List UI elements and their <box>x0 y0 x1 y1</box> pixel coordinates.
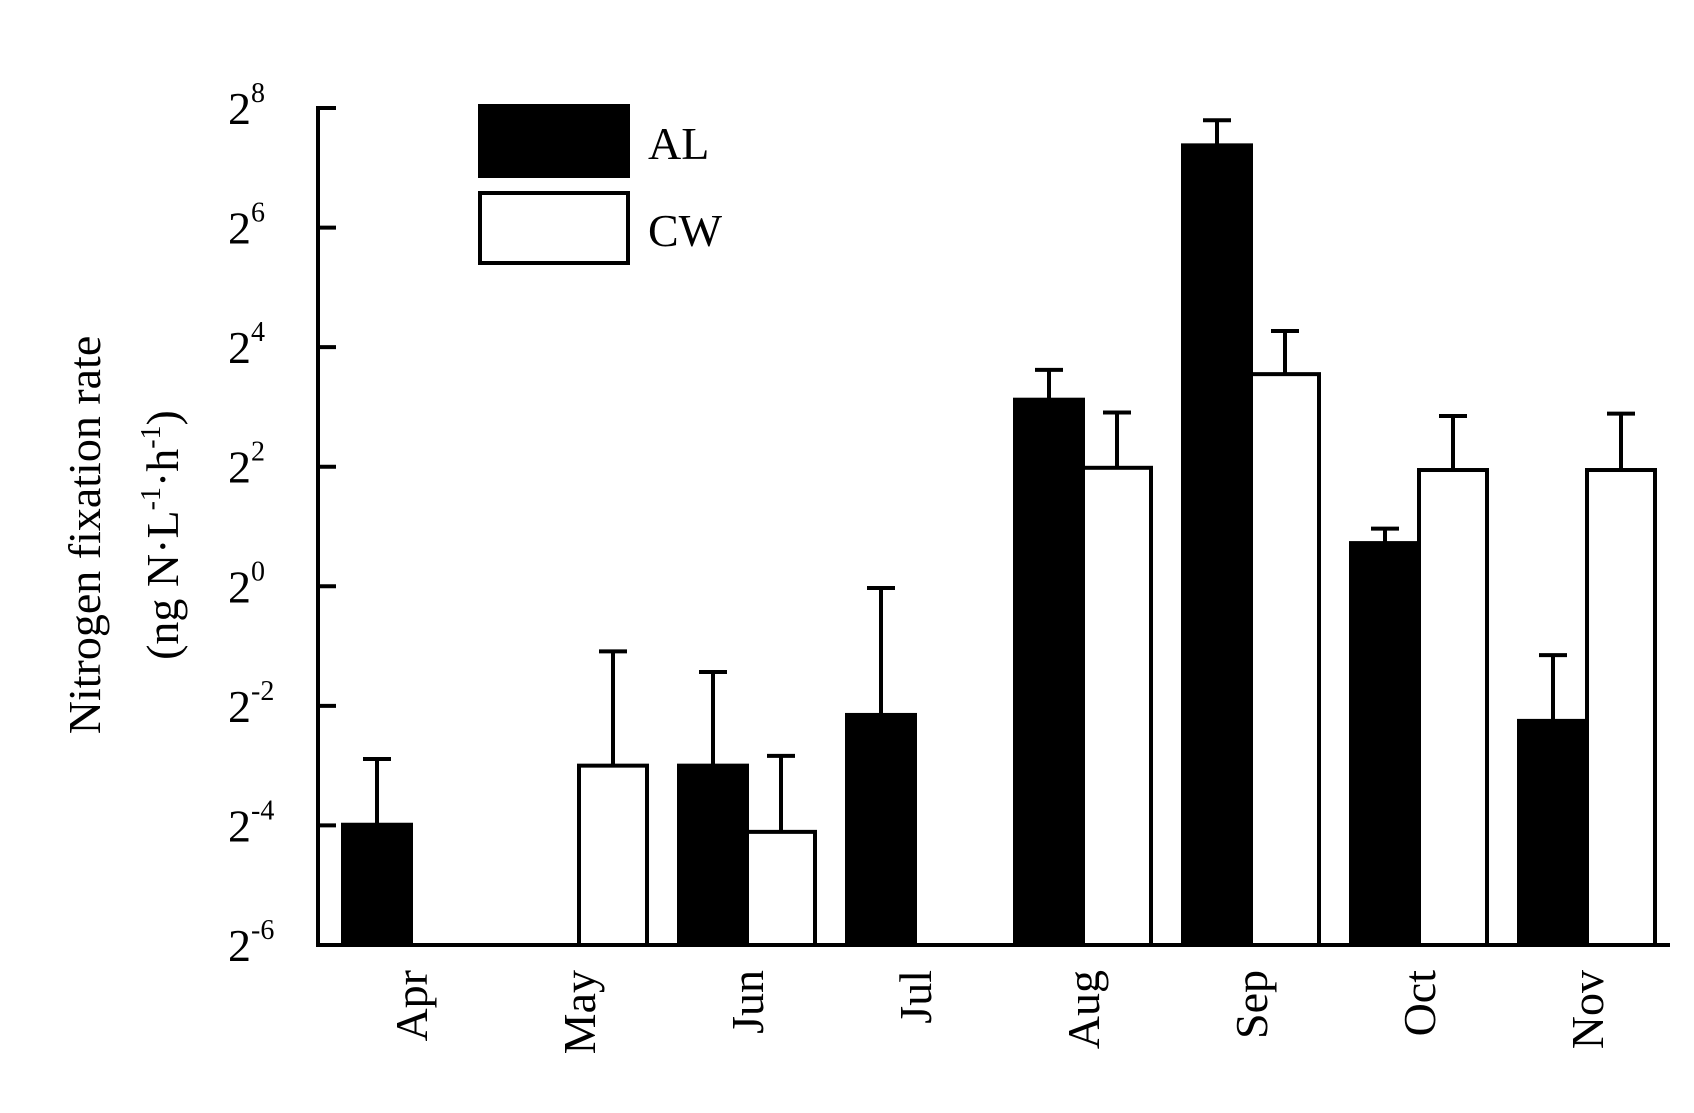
x-tick-label-nov: Nov <box>1562 970 1613 1049</box>
y-axis-unit-exp1: -1 <box>136 487 167 510</box>
y-tick-exponent: -6 <box>251 915 274 946</box>
y-axis-unit-open: (ng N·L <box>137 510 188 659</box>
bar-cw-jun <box>745 829 817 947</box>
y-tick-exponent: 8 <box>251 78 265 109</box>
y-tick-base: 2 <box>228 83 251 134</box>
bar-cw-sep <box>1249 372 1321 947</box>
bars <box>341 143 1657 948</box>
bar-al-oct <box>1349 541 1421 948</box>
x-tick-label-sep: Sep <box>1226 970 1277 1039</box>
y-tick-label: 20 <box>228 556 265 612</box>
y-tick-base: 2 <box>228 561 251 612</box>
bar-al-apr <box>341 822 413 947</box>
legend-label-cw: CW <box>648 205 723 256</box>
y-tick-exponent: 4 <box>251 317 265 348</box>
error-bars <box>363 118 1635 832</box>
y-tick-base: 2 <box>228 800 251 851</box>
x-tick-label-jun: Jun <box>722 970 773 1034</box>
y-tick-label: 2-6 <box>228 915 274 971</box>
bar-al-jun <box>677 763 749 948</box>
y-tick-exponent: 2 <box>251 437 265 468</box>
y-tick-label: 24 <box>228 317 265 373</box>
legend-label-al: AL <box>648 118 709 169</box>
bar-al-jul <box>845 712 917 947</box>
y-tick-label: 2-2 <box>228 676 274 732</box>
x-tick-label-aug: Aug <box>1058 970 1109 1049</box>
y-tick-exponent: -4 <box>251 795 274 826</box>
x-tick-label-oct: Oct <box>1394 970 1445 1037</box>
bar-cw-nov <box>1585 468 1657 947</box>
legend-swatch-al <box>478 104 630 178</box>
y-tick-exponent: 0 <box>251 556 265 587</box>
bar-cw-may <box>577 763 649 948</box>
bar-cw-aug <box>1081 465 1153 947</box>
y-axis-unit-close: ) <box>137 410 188 425</box>
x-tick-label-jul: Jul <box>890 970 941 1024</box>
bar-al-sep <box>1181 143 1253 947</box>
y-tick-exponent: -2 <box>251 676 274 707</box>
y-tick-base: 2 <box>228 203 251 254</box>
y-tick-base: 2 <box>228 442 251 493</box>
bar-al-nov <box>1517 718 1589 947</box>
bar-al-aug <box>1013 397 1085 947</box>
x-tick-label-may: May <box>554 970 605 1054</box>
y-tick-exponent: 6 <box>251 198 265 229</box>
y-tick-base: 2 <box>228 322 251 373</box>
y-tick-label: 22 <box>228 437 265 493</box>
y-tick-label: 2-4 <box>228 795 274 851</box>
x-tick-label-apr: Apr <box>386 970 437 1042</box>
y-axis-title-line1: Nitrogen fixation rate <box>59 336 110 735</box>
y-axis-unit-mid: ·h <box>137 449 188 487</box>
y-tick-label: 26 <box>228 198 265 254</box>
y-axis-title: Nitrogen fixation rate (ng N·L-1·h-1) <box>59 336 188 735</box>
y-axis-title-line2: (ng N·L-1·h-1) <box>136 410 188 660</box>
y-tick-label: 28 <box>228 78 265 134</box>
y-axis-unit-exp2: -1 <box>136 425 167 448</box>
y-tick-base: 2 <box>228 920 251 971</box>
bar-cw-oct <box>1417 468 1489 947</box>
x-tick-labels: Apr May Jun Jul Aug Sep Oct Nov <box>386 970 1613 1055</box>
y-tick-base: 2 <box>228 681 251 732</box>
legend-swatch-cw <box>478 191 630 265</box>
legend: AL CW <box>478 104 723 265</box>
